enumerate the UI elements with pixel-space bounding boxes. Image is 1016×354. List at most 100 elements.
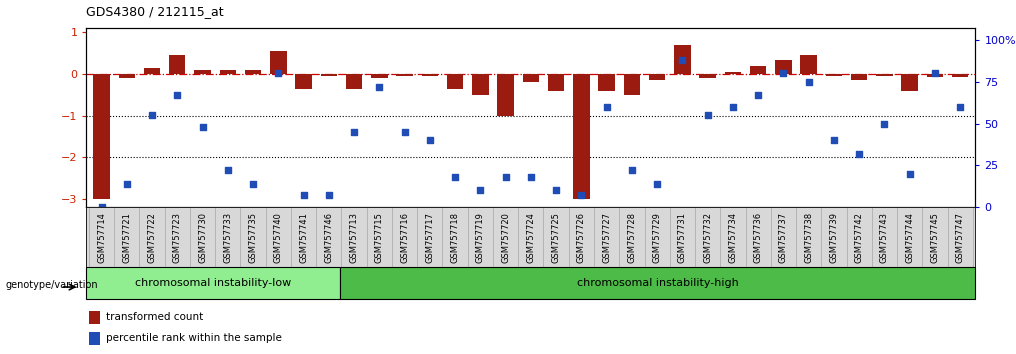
Point xyxy=(675,57,691,63)
Point xyxy=(119,181,135,187)
Bar xyxy=(826,74,842,76)
Text: GSM757723: GSM757723 xyxy=(173,212,182,263)
Point xyxy=(345,129,362,135)
Bar xyxy=(522,74,539,82)
Bar xyxy=(750,66,766,74)
Point xyxy=(927,70,943,76)
Text: GSM757732: GSM757732 xyxy=(703,212,712,263)
Bar xyxy=(548,74,564,91)
Point xyxy=(573,193,589,198)
Text: GSM757721: GSM757721 xyxy=(122,212,131,263)
Point xyxy=(801,79,817,85)
Bar xyxy=(498,74,514,116)
Point xyxy=(371,84,387,90)
Bar xyxy=(340,267,975,299)
Text: GSM757733: GSM757733 xyxy=(224,212,233,263)
Text: GSM757729: GSM757729 xyxy=(652,212,661,263)
Text: GSM757744: GSM757744 xyxy=(905,212,914,263)
Point xyxy=(396,129,412,135)
Text: chromosomal instability-high: chromosomal instability-high xyxy=(577,278,739,288)
Text: GSM757740: GSM757740 xyxy=(273,212,282,263)
Bar xyxy=(144,68,161,74)
Text: GSM757728: GSM757728 xyxy=(628,212,636,263)
Text: GSM757735: GSM757735 xyxy=(249,212,257,263)
Text: GSM757717: GSM757717 xyxy=(426,212,434,263)
Bar xyxy=(876,74,893,76)
Point xyxy=(169,92,185,98)
Bar xyxy=(396,74,412,76)
Text: GSM757734: GSM757734 xyxy=(728,212,738,263)
Text: GSM757727: GSM757727 xyxy=(602,212,612,263)
Point xyxy=(321,193,337,198)
Bar xyxy=(598,74,615,91)
Bar xyxy=(675,45,691,74)
Text: GSM757726: GSM757726 xyxy=(577,212,586,263)
Bar xyxy=(573,74,589,199)
Point xyxy=(296,193,312,198)
Text: GSM757738: GSM757738 xyxy=(805,212,813,263)
Text: GSM757741: GSM757741 xyxy=(299,212,308,263)
Point xyxy=(901,171,917,177)
Text: GSM757737: GSM757737 xyxy=(779,212,788,263)
Bar xyxy=(724,72,741,74)
Point xyxy=(649,181,665,187)
Point xyxy=(724,104,741,110)
Point xyxy=(93,204,110,210)
Text: GSM757742: GSM757742 xyxy=(854,212,864,263)
Point xyxy=(598,104,615,110)
Bar xyxy=(89,332,100,345)
Text: GSM757725: GSM757725 xyxy=(552,212,561,263)
Bar xyxy=(296,74,312,88)
Point xyxy=(624,167,640,173)
Point xyxy=(548,188,564,193)
Text: GSM757731: GSM757731 xyxy=(678,212,687,263)
Point xyxy=(472,188,489,193)
Bar xyxy=(952,74,968,78)
Text: GSM757724: GSM757724 xyxy=(526,212,535,263)
Point xyxy=(826,137,842,143)
Text: transformed count: transformed count xyxy=(106,312,203,322)
Bar xyxy=(371,74,387,78)
Point xyxy=(270,70,287,76)
Text: GSM757719: GSM757719 xyxy=(475,212,485,263)
Point xyxy=(144,112,161,118)
Text: GSM757716: GSM757716 xyxy=(400,212,409,263)
Bar xyxy=(472,74,489,95)
Point xyxy=(522,174,538,180)
Bar xyxy=(93,74,110,199)
Text: GDS4380 / 212115_at: GDS4380 / 212115_at xyxy=(86,5,224,18)
Text: percentile rank within the sample: percentile rank within the sample xyxy=(106,333,281,343)
Bar xyxy=(321,74,337,76)
Point xyxy=(750,92,766,98)
Text: GSM757747: GSM757747 xyxy=(956,212,965,263)
Text: GSM757715: GSM757715 xyxy=(375,212,384,263)
Point xyxy=(194,124,210,130)
Bar xyxy=(447,74,463,88)
Text: GSM757722: GSM757722 xyxy=(147,212,156,263)
Bar xyxy=(169,55,186,74)
Point xyxy=(952,104,968,110)
Bar xyxy=(901,74,917,91)
Bar xyxy=(851,74,868,80)
Text: GSM757745: GSM757745 xyxy=(931,212,940,263)
Bar xyxy=(699,74,716,78)
Text: GSM757730: GSM757730 xyxy=(198,212,207,263)
Text: GSM757718: GSM757718 xyxy=(450,212,459,263)
Bar xyxy=(422,74,438,76)
Text: GSM757714: GSM757714 xyxy=(97,212,106,263)
Bar xyxy=(194,70,210,74)
Text: GSM757720: GSM757720 xyxy=(501,212,510,263)
Point xyxy=(700,112,716,118)
Bar xyxy=(245,70,261,74)
Bar xyxy=(775,59,791,74)
Point xyxy=(447,174,463,180)
Point xyxy=(775,70,791,76)
Text: GSM757736: GSM757736 xyxy=(754,212,763,263)
Point xyxy=(245,181,261,187)
Bar xyxy=(345,74,363,88)
Text: GSM757746: GSM757746 xyxy=(324,212,333,263)
Bar xyxy=(219,70,236,74)
Text: chromosomal instability-low: chromosomal instability-low xyxy=(135,278,292,288)
Bar xyxy=(649,74,665,80)
Text: genotype/variation: genotype/variation xyxy=(5,280,98,290)
